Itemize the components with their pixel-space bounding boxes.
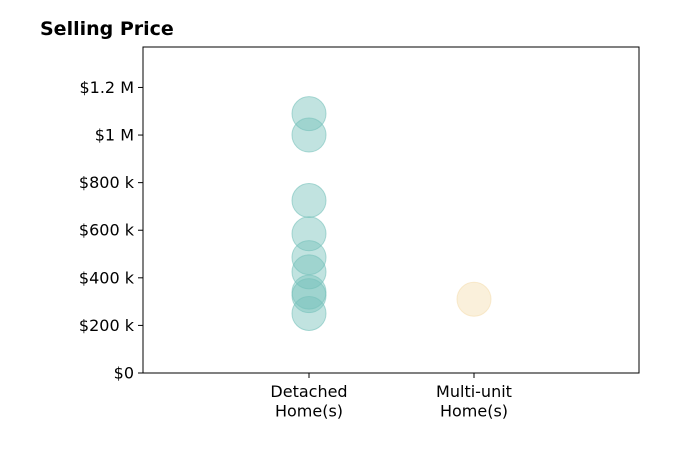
x-category-label: Home(s) xyxy=(440,402,508,421)
y-tick-label: $1.2 M xyxy=(79,78,134,97)
data-point xyxy=(291,96,327,132)
data-point xyxy=(456,281,492,317)
y-tick-label: $800 k xyxy=(79,173,135,192)
data-point xyxy=(291,182,327,218)
data-point xyxy=(291,117,327,153)
x-category-label: Multi-unit xyxy=(436,382,512,401)
y-tick-label: $200 k xyxy=(79,316,135,335)
plot-frame xyxy=(142,46,640,374)
data-point xyxy=(291,296,327,332)
chart-title: Selling Price xyxy=(40,18,174,40)
y-tick-label: $400 k xyxy=(79,268,135,287)
y-tick-label: $600 k xyxy=(79,221,135,240)
data-point xyxy=(291,240,327,276)
x-category-label: Detached xyxy=(270,382,347,401)
y-tick-label: $0 xyxy=(114,364,134,383)
x-category-label: Home(s) xyxy=(275,402,343,421)
data-point xyxy=(291,278,327,314)
plot-area xyxy=(291,96,492,332)
y-tick-label: $1 M xyxy=(95,126,134,145)
y-axis: $0 $200 k $400 k $600 k $800 k $1 M $1.2 M xyxy=(79,78,143,383)
